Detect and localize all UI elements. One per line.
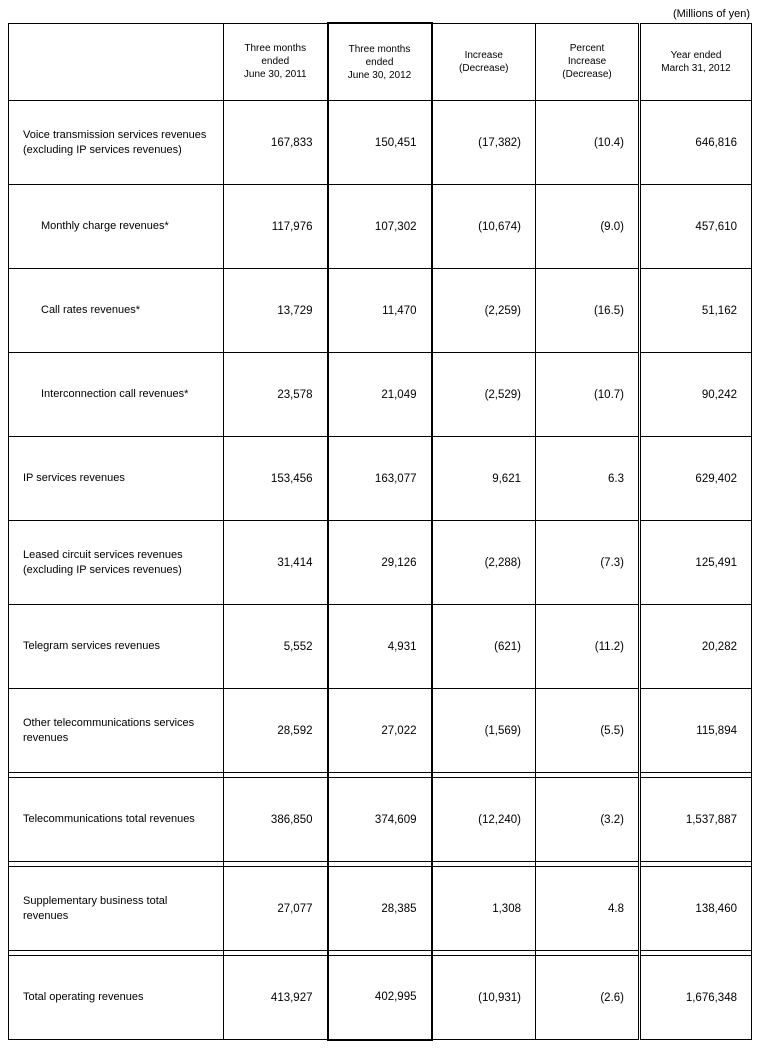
cell-q2012: 163,077: [328, 437, 432, 521]
cell-pct: 4.8: [536, 867, 640, 951]
cell-q2012: 150,451: [328, 101, 432, 185]
cell-increase: (10,674): [432, 185, 536, 269]
cell-pct: 6.3: [536, 437, 640, 521]
cell-pct: (5.5): [536, 689, 640, 773]
cell-year: 457,610: [640, 185, 752, 269]
table-row: Telecommunications total revenues386,850…: [9, 778, 752, 862]
table-body: Voice transmission services revenues(exc…: [9, 101, 752, 1040]
cell-increase: (2,288): [432, 521, 536, 605]
cell-q2011: 413,927: [224, 956, 328, 1040]
row-label: Call rates revenues*: [9, 269, 224, 353]
row-label: Telegram services revenues: [9, 605, 224, 689]
table-row: Telegram services revenues5,5524,931(621…: [9, 605, 752, 689]
cell-q2012: 402,995: [328, 956, 432, 1040]
cell-q2011: 153,456: [224, 437, 328, 521]
table-row: IP services revenues153,456163,0779,6216…: [9, 437, 752, 521]
row-label: Other telecommunications servicesrevenue…: [9, 689, 224, 773]
cell-q2012: 27,022: [328, 689, 432, 773]
cell-year: 1,537,887: [640, 778, 752, 862]
col-header-increase: Increase(Decrease): [432, 23, 536, 101]
cell-year: 138,460: [640, 867, 752, 951]
cell-pct: (16.5): [536, 269, 640, 353]
table-row: Voice transmission services revenues(exc…: [9, 101, 752, 185]
cell-year: 115,894: [640, 689, 752, 773]
cell-q2011: 28,592: [224, 689, 328, 773]
cell-q2012: 374,609: [328, 778, 432, 862]
cell-q2011: 5,552: [224, 605, 328, 689]
cell-pct: (3.2): [536, 778, 640, 862]
cell-q2011: 386,850: [224, 778, 328, 862]
cell-increase: (12,240): [432, 778, 536, 862]
table-row: Leased circuit services revenues(excludi…: [9, 521, 752, 605]
cell-q2011: 167,833: [224, 101, 328, 185]
table-row: Monthly charge revenues*117,976107,302(1…: [9, 185, 752, 269]
cell-q2011: 117,976: [224, 185, 328, 269]
cell-year: 646,816: [640, 101, 752, 185]
cell-increase: (1,569): [432, 689, 536, 773]
cell-pct: (11.2): [536, 605, 640, 689]
col-header-pct: PercentIncrease(Decrease): [536, 23, 640, 101]
row-label: Telecommunications total revenues: [9, 778, 224, 862]
row-label: IP services revenues: [9, 437, 224, 521]
cell-increase: (2,529): [432, 353, 536, 437]
cell-year: 20,282: [640, 605, 752, 689]
cell-q2012: 107,302: [328, 185, 432, 269]
cell-q2011: 27,077: [224, 867, 328, 951]
cell-increase: (10,931): [432, 956, 536, 1040]
table-header-row: Three months endedJune 30, 2011 Three mo…: [9, 23, 752, 101]
cell-year: 90,242: [640, 353, 752, 437]
cell-q2011: 23,578: [224, 353, 328, 437]
cell-pct: (2.6): [536, 956, 640, 1040]
cell-increase: (2,259): [432, 269, 536, 353]
cell-year: 1,676,348: [640, 956, 752, 1040]
financial-table: Three months endedJune 30, 2011 Three mo…: [8, 22, 752, 1041]
cell-year: 125,491: [640, 521, 752, 605]
cell-q2012: 4,931: [328, 605, 432, 689]
table-row: Supplementary business total revenues27,…: [9, 867, 752, 951]
row-label: Supplementary business total revenues: [9, 867, 224, 951]
cell-year: 629,402: [640, 437, 752, 521]
cell-q2012: 11,470: [328, 269, 432, 353]
cell-year: 51,162: [640, 269, 752, 353]
cell-pct: (10.4): [536, 101, 640, 185]
cell-increase: 9,621: [432, 437, 536, 521]
cell-q2011: 13,729: [224, 269, 328, 353]
col-header-q2012: Three months endedJune 30, 2012: [328, 23, 432, 101]
col-header-q2011: Three months endedJune 30, 2011: [224, 23, 328, 101]
unit-label: (Millions of yen): [8, 8, 752, 20]
table-row: Total operating revenues413,927402,995(1…: [9, 956, 752, 1040]
row-label: Leased circuit services revenues(excludi…: [9, 521, 224, 605]
col-header-label: [9, 23, 224, 101]
cell-increase: (17,382): [432, 101, 536, 185]
cell-q2012: 21,049: [328, 353, 432, 437]
cell-pct: (10.7): [536, 353, 640, 437]
table-row: Interconnection call revenues*23,57821,0…: [9, 353, 752, 437]
row-label: Interconnection call revenues*: [9, 353, 224, 437]
cell-pct: (9.0): [536, 185, 640, 269]
cell-q2012: 28,385: [328, 867, 432, 951]
table-row: Other telecommunications servicesrevenue…: [9, 689, 752, 773]
table-row: Call rates revenues*13,72911,470(2,259)(…: [9, 269, 752, 353]
cell-q2011: 31,414: [224, 521, 328, 605]
cell-increase: 1,308: [432, 867, 536, 951]
row-label: Monthly charge revenues*: [9, 185, 224, 269]
cell-q2012: 29,126: [328, 521, 432, 605]
cell-increase: (621): [432, 605, 536, 689]
row-label: Total operating revenues: [9, 956, 224, 1040]
row-label: Voice transmission services revenues(exc…: [9, 101, 224, 185]
col-header-year: Year endedMarch 31, 2012: [640, 23, 752, 101]
cell-pct: (7.3): [536, 521, 640, 605]
